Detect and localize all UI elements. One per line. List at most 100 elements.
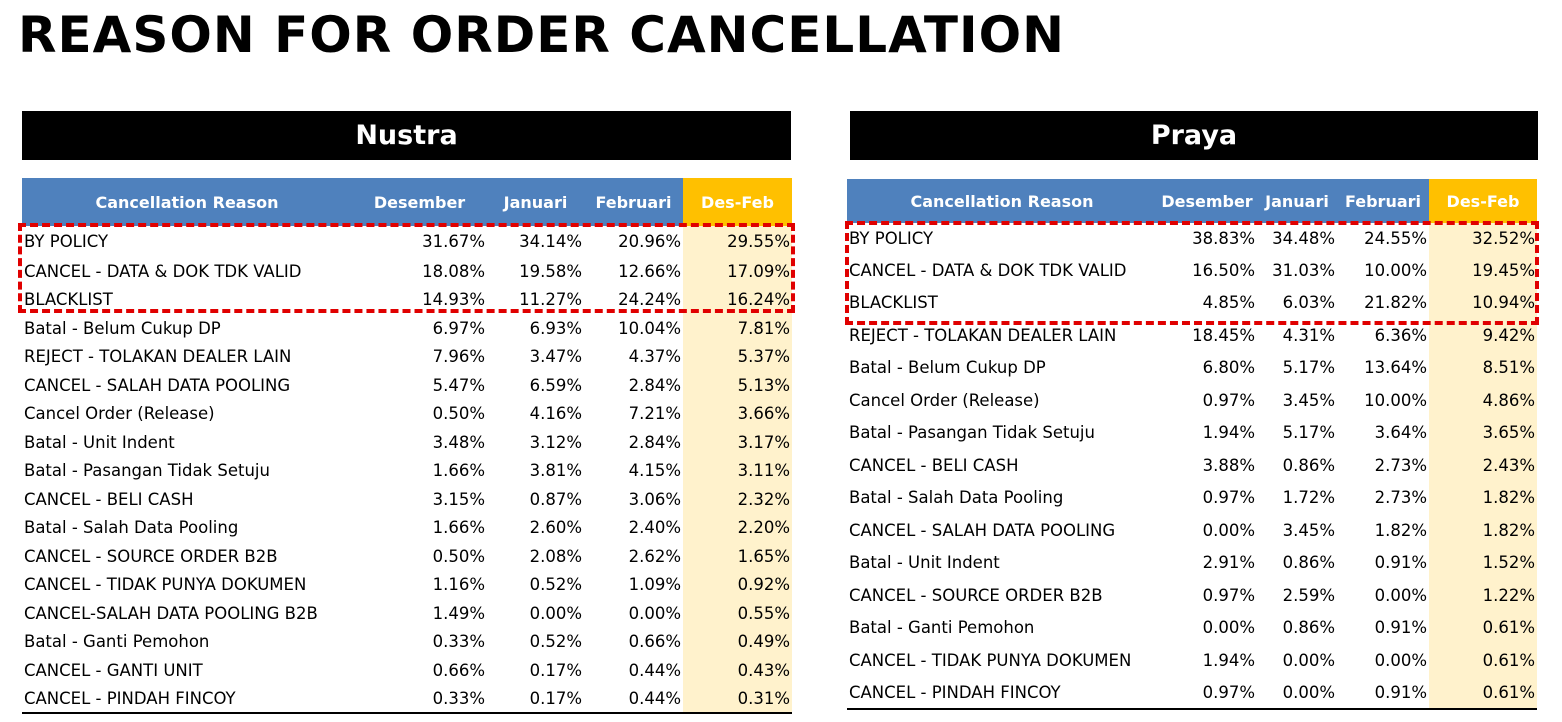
januari-cell: 2.60% [529, 518, 582, 538]
des-feb-cell: 32.52% [1429, 223, 1537, 254]
table-row: CANCEL - PINDAH FINCOY 0.97% 0.00% 0.91% 0.6… [847, 676, 1537, 710]
des-feb-cell: 2.20% [683, 513, 792, 542]
reason-cell: CANCEL - PINDAH FINCOY [22, 684, 352, 714]
februari-cell: 21.82% [1364, 293, 1427, 313]
desember-cell: 0.50% [432, 546, 485, 566]
des-feb-cell: 5.37% [683, 342, 792, 371]
table-row: Batal - Pasangan Tidak Setuju 1.66% 3.81% 4… [22, 456, 792, 485]
des-feb-cell: 16.24% [683, 285, 792, 314]
desember-cell: 0.33% [352, 684, 487, 714]
reason-cell: Batal - Salah Data Pooling [24, 518, 239, 538]
des-feb-cell: 1.82% [1429, 514, 1537, 547]
table-row: Batal - Ganti Pemohon 0.33% 0.52% 0.66% 0.49… [22, 627, 792, 656]
januari-cell: 11.27% [519, 290, 582, 310]
des-feb-cell: 5.13% [683, 371, 792, 400]
reason-cell: CANCEL - TIDAK PUNYA DOKUMEN [24, 575, 307, 595]
februari-cell: 2.73% [1374, 488, 1427, 508]
table-row: CANCEL - BELI CASH 3.88% 0.86% 2.73% 2.43% [847, 449, 1537, 482]
des-feb-cell: 1.52% [1429, 546, 1537, 579]
januari-cell: 0.00% [1282, 650, 1335, 670]
desember-cell: 0.33% [432, 632, 485, 652]
table-row: CANCEL - PINDAH FINCOY 0.33% 0.17% 0.44% 0.3… [22, 684, 792, 714]
januari-cell: 3.12% [529, 432, 582, 452]
desember-cell: 38.83% [1192, 229, 1255, 248]
desember-cell: 0.00% [1202, 618, 1255, 638]
reason-cell: CANCEL - SOURCE ORDER B2B [849, 585, 1103, 605]
januari-cell: 0.00% [1257, 676, 1337, 710]
table-row: BLACKLIST 14.93% 11.27% 24.24% 16.24% [22, 285, 792, 314]
des-feb-cell: 0.55% [683, 599, 792, 628]
header-cancellation-reason: Cancellation Reason [847, 179, 1157, 223]
reason-cell: Batal - Belum Cukup DP [849, 358, 1046, 378]
januari-cell: 3.45% [1282, 390, 1335, 410]
januari-cell: 0.87% [529, 489, 582, 509]
reason-cell: BLACKLIST [24, 290, 113, 310]
des-feb-cell: 9.42% [1429, 319, 1537, 352]
desember-cell: 1.94% [1202, 650, 1255, 670]
table-row: Cancel Order (Release) 0.50% 4.16% 7.21% 3.6… [22, 399, 792, 428]
reason-cell: REJECT - TOLAKAN DEALER LAIN [24, 347, 292, 367]
des-feb-cell: 7.81% [683, 314, 792, 343]
des-feb-cell: 0.61% [1429, 676, 1537, 710]
januari-cell: 0.17% [529, 660, 582, 680]
desember-cell: 2.91% [1202, 553, 1255, 573]
desember-cell: 1.94% [1202, 423, 1255, 443]
header-desember: Desember [1157, 179, 1257, 223]
desember-cell: 1.49% [432, 603, 485, 623]
table-row: Batal - Belum Cukup DP 6.80% 5.17% 13.64% 8.… [847, 351, 1537, 384]
reason-cell: CANCEL - PINDAH FINCOY [847, 676, 1157, 710]
februari-cell: 0.91% [1337, 676, 1429, 710]
table-row: CANCEL - SALAH DATA POOLING 0.00% 3.45% 1.8… [847, 514, 1537, 547]
table-row: Batal - Belum Cukup DP 6.97% 6.93% 10.04% 7.… [22, 314, 792, 343]
desember-cell: 18.45% [1192, 325, 1255, 345]
januari-cell: 3.47% [529, 347, 582, 367]
reason-cell: CANCEL - SALAH DATA POOLING [24, 375, 291, 395]
des-feb-cell: 0.43% [683, 656, 792, 685]
header-februari: Februari [1337, 179, 1429, 223]
table-row: BY POLICY 31.67% 34.14% 20.96% 29.55% [22, 226, 792, 257]
des-feb-cell: 29.55% [683, 226, 792, 257]
desember-cell: 7.96% [432, 347, 485, 367]
reason-cell: CANCEL - DATA & DOK TDK VALID [24, 261, 302, 281]
reason-cell: CANCEL - SOURCE ORDER B2B [24, 546, 278, 566]
reason-cell: Cancel Order (Release) [24, 404, 215, 424]
februari-cell: 10.00% [1364, 390, 1427, 410]
reason-cell: Cancel Order (Release) [849, 390, 1040, 410]
des-feb-cell: 4.86% [1429, 384, 1537, 417]
desember-cell: 18.08% [422, 261, 485, 281]
februari-cell: 3.06% [628, 489, 681, 509]
table-row: REJECT - TOLAKAN DEALER LAIN 18.45% 4.31% 6… [847, 319, 1537, 352]
januari-cell: 0.17% [487, 684, 584, 714]
reason-cell: REJECT - TOLAKAN DEALER LAIN [849, 325, 1117, 345]
februari-cell: 2.84% [628, 375, 681, 395]
reason-cell: BLACKLIST [849, 293, 938, 313]
desember-cell: 6.80% [1202, 358, 1255, 378]
des-feb-cell: 3.17% [683, 428, 792, 457]
februari-cell: 0.00% [1374, 585, 1427, 605]
januari-cell: 3.45% [1282, 520, 1335, 540]
des-feb-cell: 17.09% [683, 257, 792, 286]
des-feb-cell: 3.11% [683, 456, 792, 485]
januari-cell: 34.14% [519, 232, 582, 251]
des-feb-cell: 0.49% [683, 627, 792, 656]
table-row: Cancel Order (Release) 0.97% 3.45% 10.00% 4.… [847, 384, 1537, 417]
desember-cell: 1.66% [432, 518, 485, 538]
januari-cell: 5.17% [1282, 423, 1335, 443]
februari-cell: 0.66% [628, 632, 681, 652]
desember-cell: 4.85% [1202, 293, 1255, 313]
table-row: CANCEL - BELI CASH 3.15% 0.87% 3.06% 2.32% [22, 485, 792, 514]
februari-cell: 2.84% [628, 432, 681, 452]
februari-cell: 7.21% [628, 404, 681, 424]
januari-cell: 6.93% [529, 318, 582, 338]
desember-cell: 0.00% [1202, 520, 1255, 540]
desember-cell: 0.66% [432, 660, 485, 680]
februari-cell: 10.04% [618, 318, 681, 338]
reason-cell: Batal - Unit Indent [24, 432, 175, 452]
januari-cell: 0.52% [529, 632, 582, 652]
des-feb-cell: 19.45% [1429, 254, 1537, 287]
des-feb-cell: 3.66% [683, 399, 792, 428]
desember-cell: 0.97% [1202, 390, 1255, 410]
desember-cell: 3.48% [432, 432, 485, 452]
table-row: CANCEL - TIDAK PUNYA DOKUMEN 1.16% 0.52% 1.… [22, 570, 792, 599]
januari-cell: 6.03% [1282, 293, 1335, 313]
